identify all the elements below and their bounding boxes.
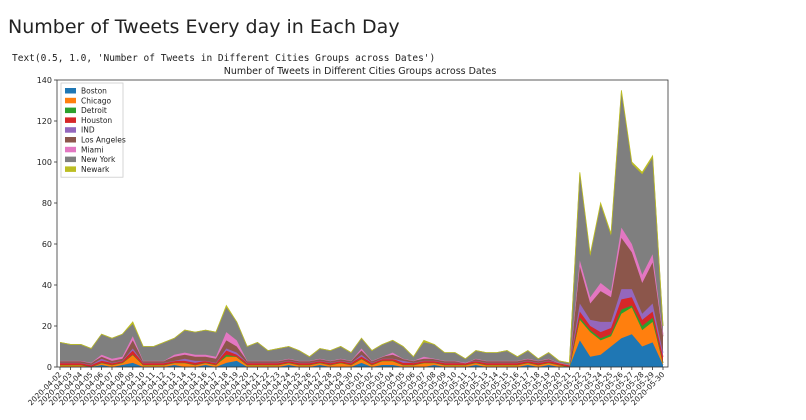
legend-label: Chicago bbox=[81, 96, 112, 105]
y-tick-label: 120 bbox=[37, 117, 52, 126]
legend-key bbox=[65, 146, 76, 153]
legend-key bbox=[65, 156, 76, 163]
plot-frame bbox=[56, 79, 669, 368]
y-tick-label: 40 bbox=[42, 281, 52, 290]
y-tick-label: 100 bbox=[37, 158, 52, 167]
legend-label: IND bbox=[81, 126, 95, 135]
legend-key bbox=[65, 127, 76, 133]
legend-label: Boston bbox=[81, 87, 107, 96]
legend-label: New York bbox=[81, 155, 116, 164]
area-edge bbox=[59, 90, 664, 364]
legend-key bbox=[65, 97, 76, 104]
y-tick-label: 20 bbox=[42, 322, 52, 331]
y-tick-label: 140 bbox=[37, 76, 52, 85]
legend-label: Los Angeles bbox=[81, 136, 126, 145]
legend-key bbox=[65, 137, 76, 143]
legend-label: Miami bbox=[81, 145, 104, 154]
legend-key bbox=[65, 117, 76, 123]
legend-label: Detroit bbox=[81, 106, 107, 115]
legend-key bbox=[65, 107, 76, 114]
y-tick-label: 80 bbox=[42, 199, 52, 208]
chart-title: Number of Tweets in Different Cities Gro… bbox=[224, 66, 497, 77]
area-fill bbox=[60, 92, 663, 365]
legend-label: Houston bbox=[81, 116, 112, 125]
legend-key bbox=[65, 166, 76, 172]
y-tick-label: 60 bbox=[42, 240, 52, 249]
area-fill bbox=[60, 334, 663, 367]
notebook-heading: Number of Tweets Every day in Each Day bbox=[8, 16, 400, 38]
legend-label: Newark bbox=[81, 165, 110, 174]
legend-key bbox=[65, 88, 76, 94]
cell-output: Text(0.5, 1.0, 'Number of Tweets in Diff… bbox=[12, 53, 436, 64]
y-tick-label: 0 bbox=[47, 363, 52, 372]
